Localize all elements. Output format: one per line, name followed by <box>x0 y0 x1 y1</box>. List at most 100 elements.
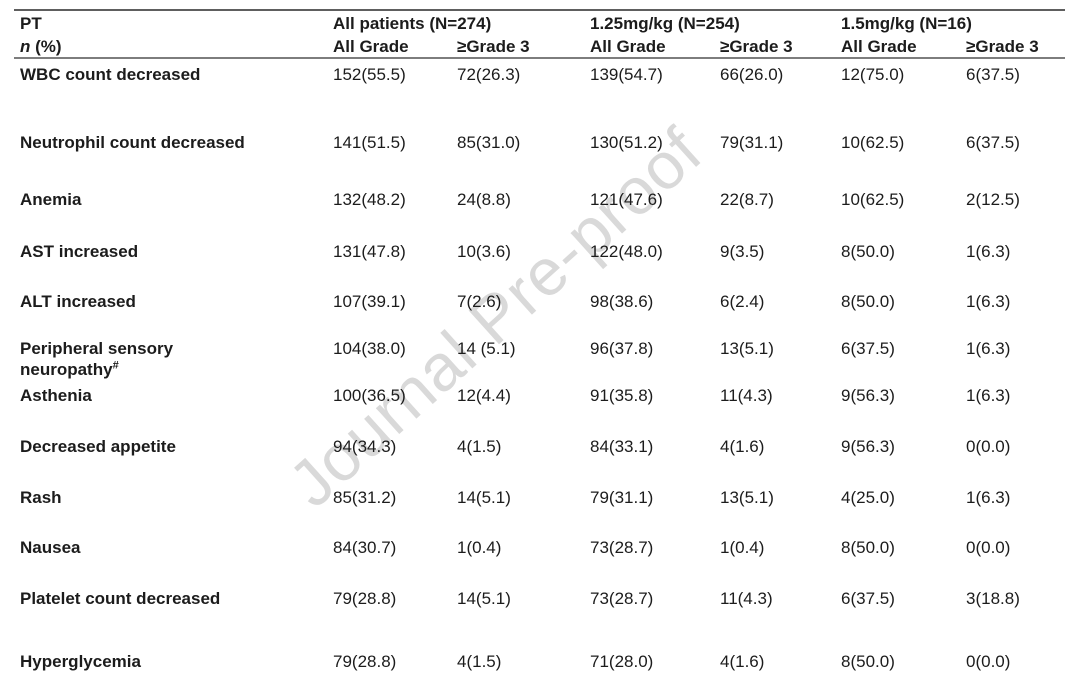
cell-value: 130(51.2) <box>590 133 663 152</box>
cell-value: 0(0.0) <box>966 437 1011 456</box>
cell-value: 66(26.0) <box>720 65 784 84</box>
table-row: Hyperglycemia 79(28.8) 4(1.5) 71(28.0) 4(1.6… <box>14 646 1065 697</box>
subheader-grade3: ≥Grade 3 <box>966 37 1039 56</box>
cell-value: 9(56.3) <box>841 437 895 456</box>
cell-value: 122(48.0) <box>590 242 663 261</box>
cell-value: 4(1.6) <box>720 437 765 456</box>
table-row: Peripheral sensory neuropathy# 104(38.0) 14… <box>14 333 1065 380</box>
cell-value: 1(6.3) <box>966 292 1011 311</box>
table-row: Anemia 132(48.2) 24(8.8) 121(47.6) 22(8.7) 10… <box>14 184 1065 236</box>
cell-value: 72(26.3) <box>457 65 521 84</box>
cell-value: 4(1.5) <box>457 437 502 456</box>
cell-value: 100(36.5) <box>333 386 406 405</box>
cell-value: 85(31.0) <box>457 133 521 152</box>
cell-value: 98(38.6) <box>590 292 654 311</box>
table-row: Asthenia 100(36.5) 12(4.4) 91(35.8) 11(4.3) 9… <box>14 380 1065 431</box>
row-label: Peripheral sensory neuropathy# <box>20 339 174 379</box>
header-group-dose-1-25: 1.25mg/kg (N=254) <box>590 14 740 33</box>
cell-value: 131(47.8) <box>333 242 406 261</box>
cell-value: 12(75.0) <box>841 65 905 84</box>
cell-value: 73(28.7) <box>590 538 654 557</box>
cell-value: 3(18.8) <box>966 589 1020 608</box>
cell-value: 9(56.3) <box>841 386 895 405</box>
cell-value: 4(1.6) <box>720 652 765 671</box>
cell-value: 6(37.5) <box>966 65 1020 84</box>
cell-value: 107(39.1) <box>333 292 406 311</box>
cell-value: 10(62.5) <box>841 133 905 152</box>
cell-value: 94(34.3) <box>333 437 397 456</box>
cell-value: 6(37.5) <box>841 339 895 358</box>
cell-value: 73(28.7) <box>590 589 654 608</box>
cell-value: 10(62.5) <box>841 190 905 209</box>
row-label: WBC count decreased <box>20 65 201 84</box>
cell-value: 141(51.5) <box>333 133 406 152</box>
table-row: AST increased 131(47.8) 10(3.6) 122(48.0) 9(… <box>14 236 1065 286</box>
table-row: Decreased appetite 94(34.3) 4(1.5) 84(33.1)… <box>14 431 1065 482</box>
subheader-row: n (%) All Grade ≥Grade 3 All Grade ≥Grad… <box>14 34 1065 58</box>
header-group-dose-1-5: 1.5mg/kg (N=16) <box>841 14 972 33</box>
cell-value: 1(0.4) <box>720 538 765 557</box>
footnote-marker: # <box>112 359 119 372</box>
cell-value: 104(38.0) <box>333 339 406 358</box>
cell-value: 11(4.3) <box>720 386 773 405</box>
cell-value: 1(6.3) <box>966 488 1011 507</box>
cell-value: 1(0.4) <box>457 538 502 557</box>
cell-value: 4(25.0) <box>841 488 895 507</box>
row-label: Asthenia <box>20 386 92 405</box>
cell-value: 9(3.5) <box>720 242 765 261</box>
table-header: PT All patients (N=274) 1.25mg/kg (N=254… <box>14 10 1066 58</box>
row-label: Anemia <box>20 190 82 209</box>
cell-value: 10(3.6) <box>457 242 511 261</box>
cell-value: 79(28.8) <box>333 589 397 608</box>
header-n-percent: n (%) <box>20 37 62 56</box>
cell-value: 14(5.1) <box>457 589 511 608</box>
group-header-row: PT All patients (N=274) 1.25mg/kg (N=254… <box>14 10 1065 34</box>
cell-value: 8(50.0) <box>841 538 895 557</box>
cell-value: 7(2.6) <box>457 292 502 311</box>
cell-value: 13(5.1) <box>720 339 774 358</box>
header-pt: PT <box>20 14 42 33</box>
subheader-all-grade: All Grade <box>590 37 666 56</box>
table-row: WBC count decreased 152(55.5) 72(26.3) 139(… <box>14 58 1065 127</box>
cell-value: 71(28.0) <box>590 652 654 671</box>
table-body: WBC count decreased 152(55.5) 72(26.3) 139(… <box>14 58 1065 697</box>
adverse-events-table: PT All patients (N=274) 1.25mg/kg (N=254… <box>14 9 1066 697</box>
subheader-all-grade: All Grade <box>333 37 409 56</box>
cell-value: 1(6.3) <box>966 339 1011 358</box>
cell-value: 24(8.8) <box>457 190 511 209</box>
cell-value: 14 (5.1) <box>457 339 516 358</box>
cell-value: 0(0.0) <box>966 538 1011 557</box>
cell-value: 11(4.3) <box>720 589 773 608</box>
cell-value: 91(35.8) <box>590 386 654 405</box>
row-label: ALT increased <box>20 292 136 311</box>
cell-value: 0(0.0) <box>966 652 1011 671</box>
cell-value: 8(50.0) <box>841 652 895 671</box>
cell-value: 139(54.7) <box>590 65 663 84</box>
row-label: Rash <box>20 488 62 507</box>
cell-value: 79(31.1) <box>720 133 784 152</box>
cell-value: 84(30.7) <box>333 538 397 557</box>
cell-value: 2(12.5) <box>966 190 1020 209</box>
cell-value: 14(5.1) <box>457 488 511 507</box>
cell-value: 4(1.5) <box>457 652 502 671</box>
cell-value: 1(6.3) <box>966 242 1011 261</box>
table-row: ALT increased 107(39.1) 7(2.6) 98(38.6) 6(2.… <box>14 286 1065 333</box>
row-label: Hyperglycemia <box>20 652 141 671</box>
cell-value: 121(47.6) <box>590 190 663 209</box>
table-row: Platelet count decreased 79(28.8) 14(5.1) 7… <box>14 583 1065 646</box>
subheader-grade3: ≥Grade 3 <box>457 37 530 56</box>
cell-value: 85(31.2) <box>333 488 397 507</box>
header-group-all-patients: All patients (N=274) <box>333 14 492 33</box>
cell-value: 132(48.2) <box>333 190 406 209</box>
cell-value: 6(2.4) <box>720 292 765 311</box>
cell-value: 8(50.0) <box>841 242 895 261</box>
cell-value: 6(37.5) <box>966 133 1020 152</box>
table-row: Nausea 84(30.7) 1(0.4) 73(28.7) 1(0.4) 8(50.0… <box>14 532 1065 583</box>
row-label: Platelet count decreased <box>20 589 221 608</box>
cell-value: 84(33.1) <box>590 437 654 456</box>
row-label: Decreased appetite <box>20 437 176 456</box>
cell-value: 79(28.8) <box>333 652 397 671</box>
subheader-all-grade: All Grade <box>841 37 917 56</box>
cell-value: 96(37.8) <box>590 339 654 358</box>
